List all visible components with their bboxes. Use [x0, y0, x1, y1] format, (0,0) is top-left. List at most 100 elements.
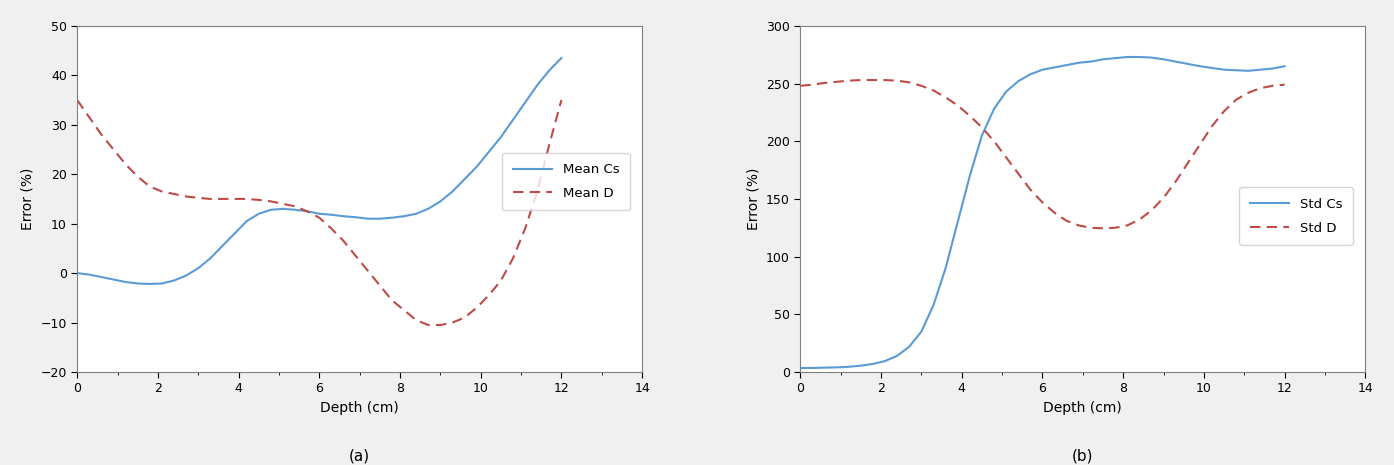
- Std Cs: [1107, 55, 1124, 61]
- Std D: [913, 83, 930, 89]
- Std Cs: [962, 173, 979, 179]
- Std Cs: [1094, 57, 1111, 62]
- Mean D: [481, 292, 498, 298]
- Std D: [1094, 226, 1111, 231]
- Mean Cs: [178, 273, 195, 279]
- Std D: [1022, 187, 1039, 193]
- Mean Cs: [492, 134, 509, 140]
- Std Cs: [1203, 65, 1220, 71]
- Std D: [998, 154, 1015, 160]
- Std Cs: [1143, 55, 1160, 60]
- Mean D: [468, 305, 485, 311]
- Std Cs: [1034, 67, 1051, 73]
- Mean D: [492, 278, 509, 283]
- Mean Cs: [468, 164, 485, 170]
- Std Cs: [1179, 61, 1196, 66]
- Mean Cs: [432, 199, 449, 204]
- Y-axis label: Error (%): Error (%): [746, 168, 761, 230]
- Std D: [901, 80, 917, 85]
- Mean Cs: [93, 274, 110, 280]
- Std D: [1083, 225, 1100, 231]
- Std Cs: [973, 133, 990, 138]
- Mean Cs: [383, 215, 400, 220]
- Std D: [1009, 171, 1026, 176]
- Std Cs: [815, 365, 832, 371]
- Mean Cs: [408, 211, 425, 217]
- Mean D: [347, 253, 364, 259]
- Text: (a): (a): [348, 448, 371, 463]
- Mean Cs: [105, 277, 121, 282]
- Mean D: [178, 193, 195, 199]
- Std Cs: [1047, 65, 1064, 70]
- Std D: [1264, 83, 1281, 89]
- Std D: [1277, 82, 1294, 87]
- Mean D: [262, 199, 279, 204]
- Std D: [1058, 218, 1075, 224]
- Mean D: [202, 196, 219, 202]
- Std D: [926, 88, 942, 93]
- Std D: [1156, 195, 1172, 200]
- Std Cs: [1022, 72, 1039, 77]
- Mean Cs: [287, 207, 304, 213]
- Std Cs: [986, 106, 1002, 112]
- Mean D: [505, 255, 521, 261]
- Mean Cs: [166, 278, 183, 283]
- Std Cs: [1252, 67, 1269, 73]
- Mean D: [117, 161, 134, 167]
- Mean D: [445, 320, 461, 325]
- Mean Cs: [141, 281, 158, 287]
- Mean D: [251, 197, 268, 203]
- Std D: [1167, 179, 1184, 185]
- Std Cs: [1264, 66, 1281, 71]
- Std Cs: [949, 219, 966, 225]
- Std Cs: [792, 365, 809, 371]
- Mean Cs: [130, 281, 146, 286]
- Std D: [1203, 123, 1220, 129]
- Std Cs: [913, 329, 930, 334]
- Mean Cs: [335, 213, 351, 219]
- Mean Cs: [517, 100, 534, 105]
- X-axis label: Depth (cm): Depth (cm): [1044, 401, 1122, 415]
- Mean Cs: [215, 243, 231, 249]
- Mean Cs: [202, 255, 219, 261]
- Std D: [889, 78, 906, 83]
- Mean D: [396, 307, 413, 313]
- Std Cs: [1009, 79, 1026, 84]
- Mean D: [68, 97, 85, 103]
- Mean D: [130, 174, 146, 179]
- Mean D: [81, 114, 98, 120]
- Text: (b): (b): [1072, 448, 1093, 463]
- Std Cs: [1156, 57, 1172, 62]
- Mean D: [141, 184, 158, 189]
- Line: Mean D: Mean D: [77, 100, 562, 325]
- Mean D: [287, 204, 304, 209]
- Mean D: [408, 317, 425, 323]
- Std D: [1034, 199, 1051, 205]
- Mean Cs: [347, 214, 364, 220]
- Std D: [1252, 86, 1269, 91]
- Std Cs: [1083, 59, 1100, 64]
- Mean Cs: [81, 272, 98, 277]
- Mean Cs: [117, 279, 134, 285]
- Std D: [841, 78, 857, 83]
- Mean D: [105, 146, 121, 152]
- Std D: [1131, 217, 1147, 222]
- Mean D: [360, 268, 376, 273]
- Std D: [792, 83, 809, 89]
- Std Cs: [1216, 67, 1232, 73]
- Mean Cs: [553, 55, 570, 61]
- Std D: [949, 103, 966, 108]
- Legend: Mean Cs, Mean D: Mean Cs, Mean D: [502, 153, 630, 211]
- Mean D: [298, 208, 315, 214]
- Line: Std D: Std D: [800, 80, 1285, 228]
- Std D: [962, 113, 979, 119]
- Mean D: [190, 195, 206, 201]
- Mean D: [238, 196, 255, 202]
- Std D: [1228, 97, 1245, 102]
- Mean Cs: [298, 208, 315, 214]
- Std D: [864, 77, 881, 83]
- Mean D: [226, 196, 243, 202]
- Mean Cs: [371, 216, 388, 221]
- Mean D: [335, 238, 351, 244]
- Std D: [828, 79, 845, 85]
